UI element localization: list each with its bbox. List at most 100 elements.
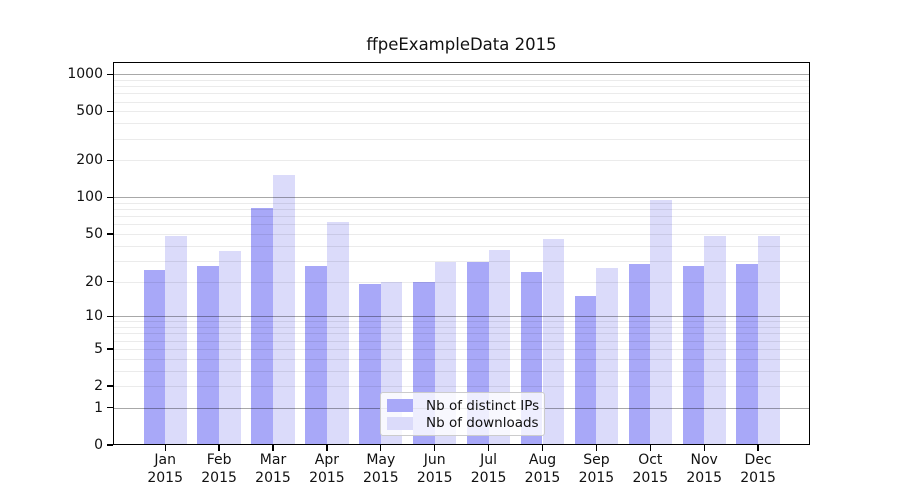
x-tick <box>703 445 705 451</box>
bar-downloads-feb <box>219 251 241 445</box>
gridline-minor <box>113 86 810 88</box>
legend-item-distinct-ips: Nb of distinct IPs <box>387 397 540 415</box>
gridline-minor <box>113 202 810 204</box>
y-tick-label: 20 <box>85 273 103 290</box>
y-tick-label: 10 <box>85 308 103 325</box>
bar-downloads-mar <box>273 174 295 445</box>
bar-distinct-ips-feb <box>197 266 220 445</box>
x-tick <box>218 445 220 451</box>
x-tick <box>434 445 436 451</box>
bar-distinct-ips-mar <box>251 208 273 445</box>
x-tick <box>164 445 166 451</box>
bar-downloads-jan <box>165 236 187 445</box>
y-tick <box>106 159 113 162</box>
y-tick <box>106 196 113 198</box>
gridline-minor <box>113 216 810 218</box>
y-tick <box>106 73 113 75</box>
bar-downloads-apr <box>326 221 349 445</box>
bar-distinct-ips-oct <box>628 264 651 445</box>
gridline-minor <box>113 327 810 329</box>
gridline-minor <box>113 209 810 211</box>
legend-item-downloads: Nb of downloads <box>387 415 539 433</box>
gridline-major <box>113 74 810 76</box>
y-tick-label: 5 <box>94 340 103 357</box>
gridline-minor <box>113 333 810 335</box>
x-tick-label: Jul 2015 <box>470 452 507 486</box>
gridline-minor <box>113 386 810 388</box>
y-tick <box>106 233 113 235</box>
gridline-minor <box>113 348 810 350</box>
x-tick <box>649 445 651 451</box>
y-tick-label: 50 <box>85 225 103 242</box>
y-tick-label: 0 <box>94 437 103 453</box>
gridline-minor <box>113 245 810 247</box>
legend-swatch-distinct-ips <box>387 399 413 413</box>
x-tick <box>487 445 490 451</box>
bar-distinct-ips-jan <box>143 270 166 445</box>
y-tick <box>106 110 113 112</box>
bar-distinct-ips-nov <box>682 266 705 445</box>
gridline-minor <box>113 281 810 283</box>
y-tick-label: 100 <box>76 189 103 206</box>
y-tick <box>106 280 113 283</box>
bar-downloads-nov <box>704 236 726 445</box>
y-tick <box>106 444 113 446</box>
x-tick-label: Dec 2015 <box>740 452 776 486</box>
legend-swatch-downloads <box>387 416 413 430</box>
bar-distinct-ips-apr <box>305 266 327 445</box>
x-tick-label: Apr 2015 <box>309 452 345 486</box>
gridline-minor <box>113 340 810 342</box>
gridline-major <box>113 197 810 199</box>
plot-area <box>113 62 810 445</box>
x-tick-label: Jan 2015 <box>147 452 183 486</box>
gridline-minor <box>113 138 810 140</box>
gridline-minor <box>113 370 810 372</box>
bar-downloads-aug <box>542 239 565 445</box>
x-tick-label: Feb 2015 <box>201 452 237 486</box>
gridline-minor <box>113 260 810 262</box>
y-tick-label: 200 <box>76 152 103 169</box>
chart-title: ffpeExampleData 2015 <box>366 35 557 54</box>
x-tick <box>326 445 328 451</box>
bar-distinct-ips-sep <box>574 296 597 445</box>
gridline-minor <box>113 358 810 360</box>
x-tick <box>595 445 598 451</box>
gridline-minor <box>113 123 810 125</box>
gridline-minor <box>113 93 810 95</box>
x-tick <box>380 445 382 451</box>
gridline-minor <box>113 101 810 103</box>
y-tick <box>106 385 113 387</box>
y-tick <box>106 407 113 409</box>
gridline-minor <box>113 79 810 81</box>
legend-label-distinct-ips: Nb of distinct IPs <box>426 397 540 414</box>
x-tick-label: May 2015 <box>362 452 399 486</box>
y-tick <box>106 348 113 350</box>
x-tick <box>272 445 274 451</box>
gridline-minor <box>113 321 810 323</box>
bar-downloads-dec <box>758 236 780 445</box>
bar-distinct-ips-may <box>359 284 381 445</box>
y-tick-label: 1 <box>94 399 103 416</box>
x-tick-label: Aug 2015 <box>524 452 561 486</box>
x-tick-label: Sep 2015 <box>578 452 615 486</box>
y-tick-label: 2 <box>94 378 103 395</box>
bar-distinct-ips-dec <box>736 264 759 445</box>
y-tick-label: 500 <box>76 103 103 120</box>
x-tick-label: Oct 2015 <box>632 452 669 486</box>
gridline-minor <box>113 233 810 235</box>
legend: Nb of distinct IPs Nb of downloads <box>380 392 545 436</box>
y-tick-label: 1000 <box>67 66 103 83</box>
x-tick <box>757 445 759 451</box>
x-tick-label: Nov 2015 <box>686 452 722 486</box>
x-tick <box>541 445 544 451</box>
x-tick-label: Jun 2015 <box>416 452 453 486</box>
y-tick <box>106 315 113 317</box>
gridline-major <box>113 316 810 318</box>
legend-label-downloads: Nb of downloads <box>426 415 539 432</box>
gridline-minor <box>113 160 810 162</box>
bar-downloads-oct <box>650 199 672 445</box>
bar-downloads-sep <box>596 268 619 445</box>
gridline-minor <box>113 111 810 113</box>
gridline-minor <box>113 224 810 226</box>
